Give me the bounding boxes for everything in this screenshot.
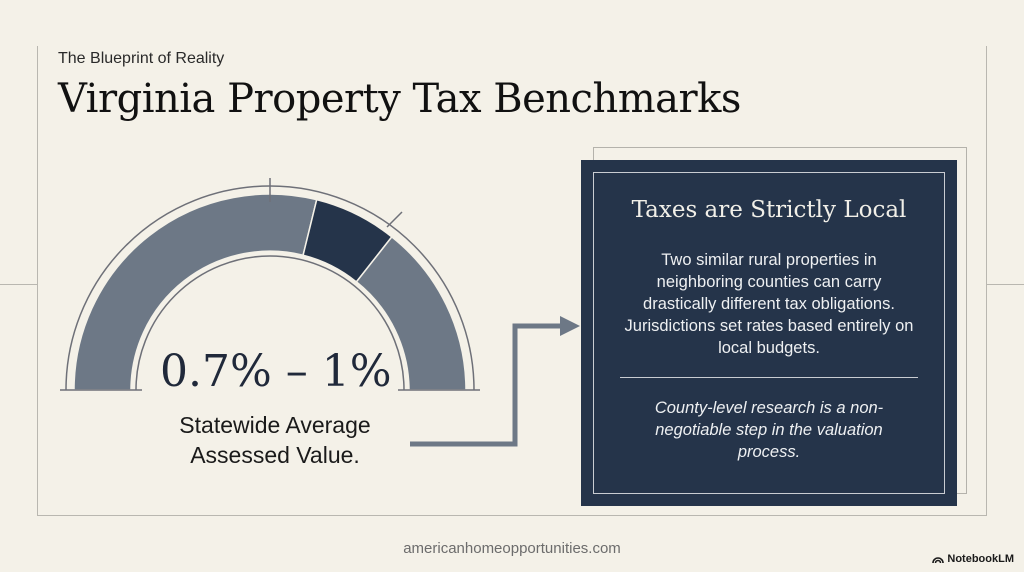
- eyebrow-text: The Blueprint of Reality: [58, 50, 225, 67]
- card-inner-border: Taxes are Strictly Local Two similar rur…: [593, 172, 945, 494]
- frame-line-left: [37, 46, 38, 516]
- arrow-head-icon: [560, 316, 580, 336]
- card-divider: [620, 377, 918, 378]
- frame-line-bottom: [37, 515, 987, 516]
- brand-badge: NotebookLM: [932, 553, 1014, 565]
- gauge-tick-right: [386, 211, 403, 228]
- brand-name: NotebookLM: [947, 553, 1014, 565]
- gauge-label: Statewide Average Assessed Value.: [179, 412, 371, 468]
- frame-tick-left: [0, 284, 37, 285]
- connector-line: [410, 323, 562, 447]
- footer-url: americanhomeopportunities.com: [403, 540, 621, 557]
- card-note-text: County-level research is a non-negotiabl…: [654, 399, 884, 461]
- notebooklm-logo-icon: [932, 556, 945, 563]
- frame-tick-right: [986, 284, 1024, 285]
- card-title: Taxes are Strictly Local: [631, 197, 907, 223]
- page-title: Virginia Property Tax Benchmarks: [58, 76, 741, 122]
- info-card: Taxes are Strictly Local Two similar rur…: [581, 160, 957, 506]
- frame-line-right: [986, 46, 987, 516]
- gauge-value: 0.7% – 1%: [160, 346, 392, 397]
- gauge-segment-low: [73, 193, 318, 391]
- gauge-inner-outline: [135, 255, 405, 391]
- card-body-text: Two similar rural properties in neighbor…: [624, 251, 914, 357]
- gauge-chart: [60, 178, 480, 391]
